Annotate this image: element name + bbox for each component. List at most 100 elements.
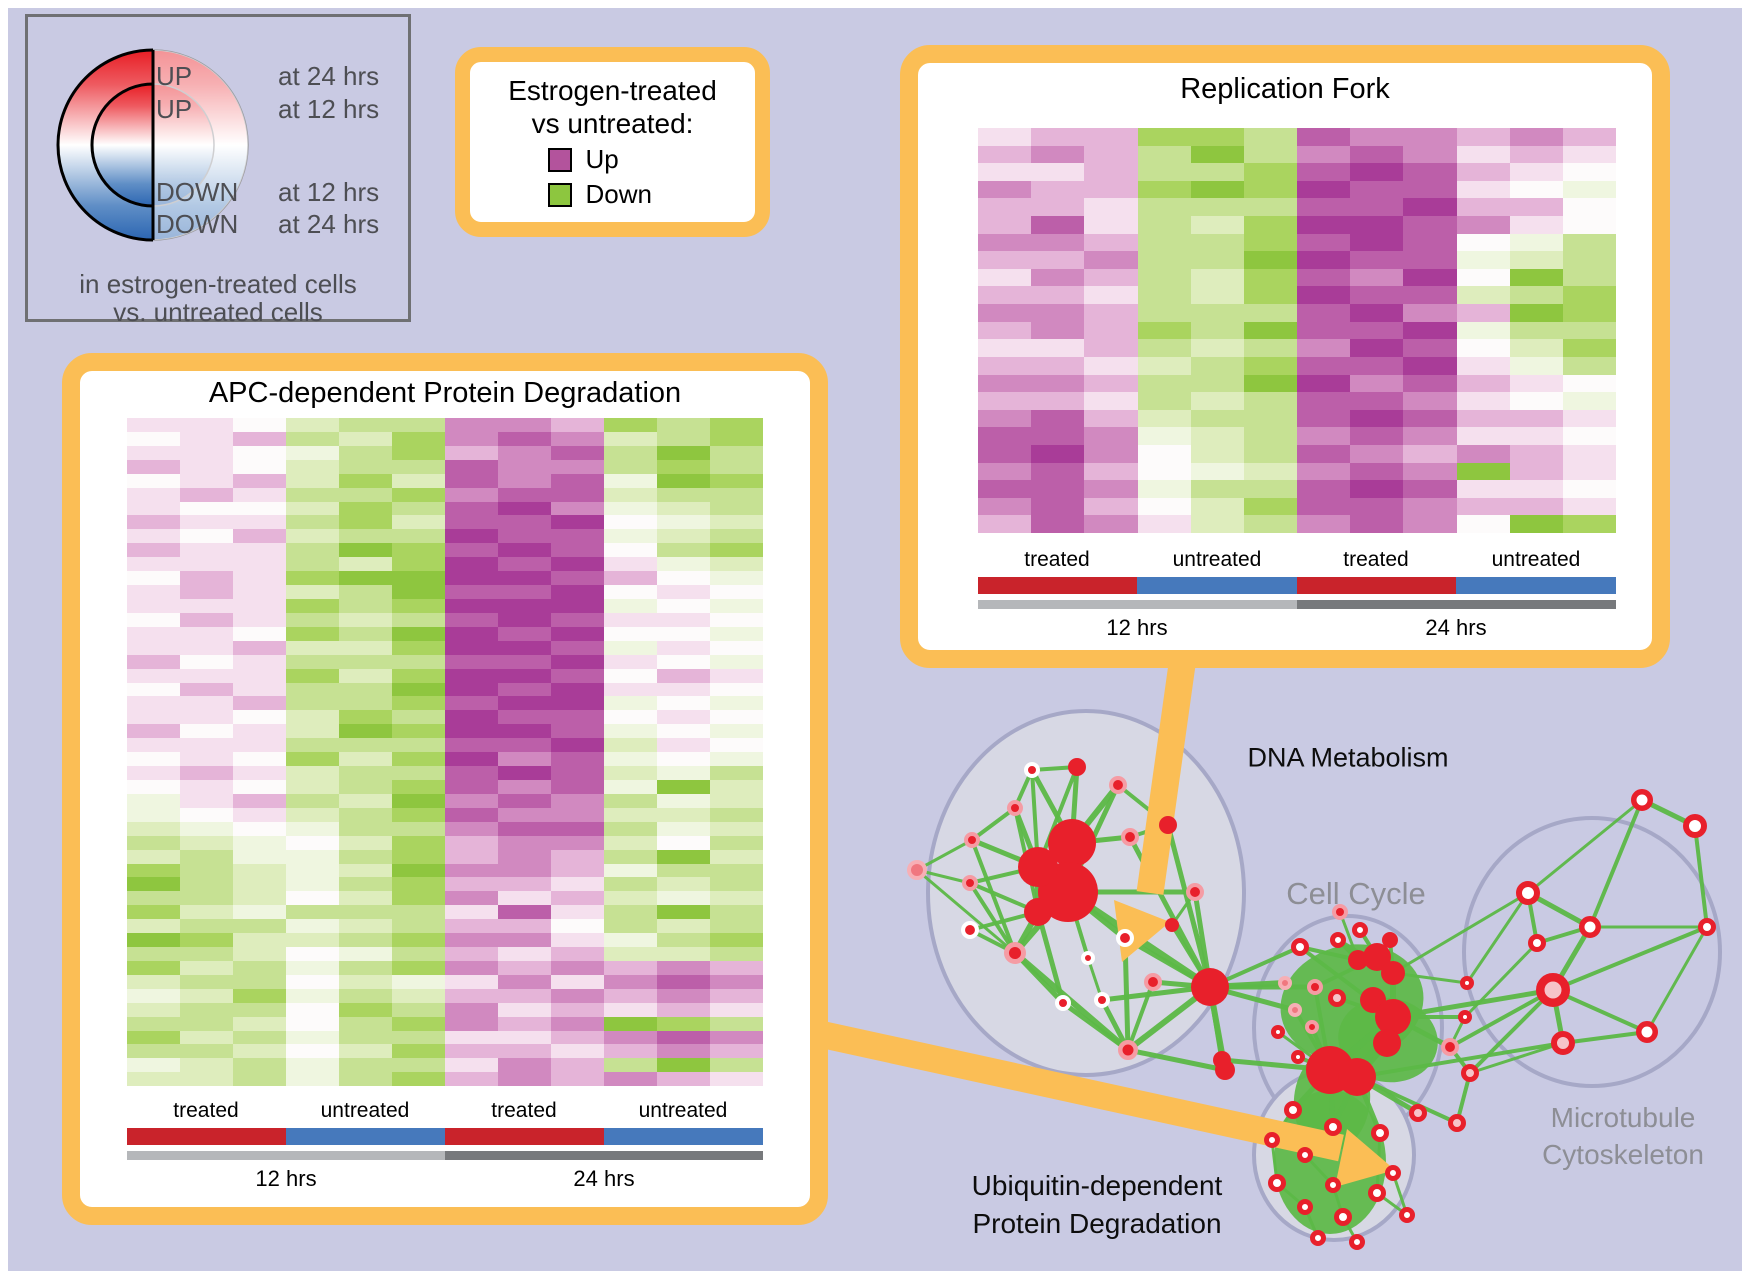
heatmap-cell	[1137, 480, 1191, 498]
heatmap-cell	[1031, 515, 1085, 534]
heatmap-cell	[657, 529, 710, 544]
gene-node-s	[1024, 898, 1052, 926]
heatmap-cell	[445, 766, 498, 780]
heatmap-cell	[1562, 480, 1617, 498]
gene-node-wr	[961, 921, 980, 940]
heatmap-row	[978, 268, 1617, 287]
gene-node-d	[1330, 932, 1346, 948]
heatmap-cell	[498, 543, 551, 558]
gene-node-d	[1579, 916, 1601, 938]
heatmap-cell	[604, 418, 657, 432]
network-edge	[1551, 925, 1709, 992]
heatmap-cell	[1456, 145, 1510, 164]
legend-up-12-time: at 12 hrs	[278, 94, 380, 124]
rf-untreated-bar-24	[1456, 577, 1616, 594]
heatmap-cell	[392, 947, 445, 961]
heatmap-cell	[1297, 515, 1351, 534]
heatmap-cell	[710, 919, 763, 934]
heatmap-cell	[604, 445, 657, 460]
heatmap-cell	[445, 933, 498, 948]
heatmap-cell	[551, 835, 604, 850]
heatmap-cell	[1084, 515, 1138, 534]
heatmap-cell	[498, 557, 551, 572]
heatmap-cell	[127, 752, 180, 767]
heatmap-cell	[498, 598, 551, 613]
rf-group-label-3: treated	[1343, 548, 1409, 571]
apc-untreated-bar-24	[604, 1128, 763, 1145]
heatmap-cell	[710, 473, 763, 488]
heatmap-row	[127, 487, 763, 502]
heatmap-cell	[180, 1002, 233, 1017]
gene-node-pd	[1536, 973, 1570, 1007]
updown-gradient-legend-icon	[56, 48, 249, 242]
heatmap-cell	[445, 445, 498, 460]
heatmap-cell	[127, 571, 180, 586]
heatmap-cell	[604, 1044, 657, 1059]
heatmap-cell	[1509, 462, 1563, 481]
heatmap-cell	[445, 501, 498, 516]
heatmap-cell	[180, 598, 233, 613]
heatmap-cell	[127, 877, 180, 892]
down-color-swatch	[547, 182, 572, 207]
heatmap-cell	[180, 668, 233, 683]
heatmap-cell	[657, 418, 710, 432]
heatmap-cell	[710, 863, 763, 878]
heatmap-cell	[710, 543, 763, 558]
heatmap-cell	[1456, 321, 1510, 340]
heatmap-cell	[233, 1044, 286, 1059]
network-edge	[1468, 1041, 1565, 1075]
gene-node-d	[1631, 789, 1653, 811]
heatmap-cell	[286, 682, 339, 697]
heatmap-cell	[392, 933, 445, 948]
heatmap-cell	[445, 515, 498, 530]
heatmap-cell	[1243, 198, 1298, 217]
heatmap-cell	[445, 459, 498, 474]
heatmap-cell	[445, 710, 498, 725]
gene-node-pd	[1409, 1104, 1427, 1122]
heatmap-cell	[445, 1044, 498, 1059]
heatmap-cell	[339, 974, 392, 989]
rf-12hrs-label: 12 hrs	[1106, 615, 1168, 640]
heatmap-cell	[604, 431, 657, 446]
network-edge	[915, 838, 974, 872]
gene-node-d	[1324, 1118, 1342, 1136]
heatmap-cell	[339, 431, 392, 446]
heatmap-cell	[286, 431, 339, 446]
heatmap-cell	[180, 891, 233, 906]
heatmap-cell	[339, 821, 392, 836]
network-edge	[1391, 971, 1469, 985]
heatmap-row	[127, 626, 763, 641]
heatmap-cell	[604, 501, 657, 516]
heatmap-cell	[339, 626, 392, 641]
heatmap-cell	[551, 891, 604, 906]
heatmap-cell	[233, 821, 286, 836]
heatmap-row	[978, 427, 1617, 445]
heatmap-cell	[445, 696, 498, 711]
heatmap-cell	[445, 960, 498, 975]
heatmap-cell	[604, 668, 657, 683]
heatmap-cell	[392, 529, 445, 544]
gene-node-d	[1698, 918, 1716, 936]
heatmap-cell	[1350, 233, 1404, 252]
heatmap-cell	[445, 821, 498, 836]
heatmap-cell	[1297, 356, 1351, 375]
heatmap-cell	[233, 612, 286, 627]
heatmap-cell	[1509, 374, 1563, 393]
heatmap-row	[127, 738, 763, 753]
heatmap-cell	[286, 974, 339, 989]
heatmap-cell	[1562, 409, 1617, 428]
heatmap-cell	[498, 515, 551, 530]
heatmap-cell	[978, 163, 1032, 181]
heatmap-cell	[1031, 427, 1085, 445]
heatmap-cell	[339, 724, 392, 739]
gene-node-d	[1368, 1184, 1386, 1202]
heatmap-row	[127, 640, 763, 655]
gene-node-pr	[1003, 941, 1026, 964]
heatmap-cell	[1456, 251, 1510, 269]
gene-node-d	[1297, 1147, 1313, 1163]
apc-treated-bar-12	[127, 1128, 286, 1145]
heatmap-row	[127, 612, 763, 627]
apc-24hrs-label: 24 hrs	[573, 1166, 635, 1191]
heatmap-cell	[710, 835, 763, 850]
heatmap-row	[127, 1044, 763, 1059]
